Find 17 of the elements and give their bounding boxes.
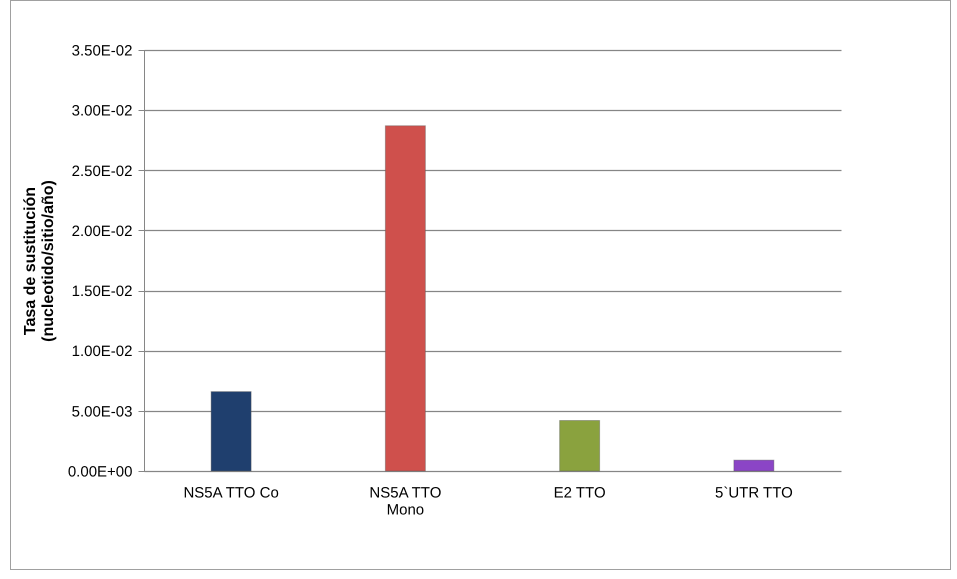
y-tick-label: 0.00E+00 <box>68 464 132 480</box>
x-tick-label: E2 TTO <box>554 484 606 502</box>
y-axis-title: Tasa de sustitución (nucleotido/sitio/año) <box>22 180 57 342</box>
y-tick-label: 3.50E-02 <box>72 42 132 60</box>
x-tick-label: 5`UTR TTO <box>714 484 793 502</box>
bar <box>733 460 774 472</box>
y-tick-label: 3.00E-02 <box>72 102 132 120</box>
y-tick-label: 5.00E-03 <box>72 403 132 420</box>
y-tick-label: 1.00E-02 <box>72 343 132 360</box>
x-tick-label: NS5A TTO Mono <box>369 484 442 518</box>
y-tick-label: 2.00E-02 <box>72 222 132 240</box>
bar <box>210 391 252 472</box>
y-tick-label: 1.50E-02 <box>72 283 132 300</box>
bar <box>384 125 426 472</box>
bar <box>559 420 600 472</box>
y-tick-label: 2.50E-02 <box>72 162 132 180</box>
x-tick-label: NS5A TTO Co <box>183 484 279 502</box>
